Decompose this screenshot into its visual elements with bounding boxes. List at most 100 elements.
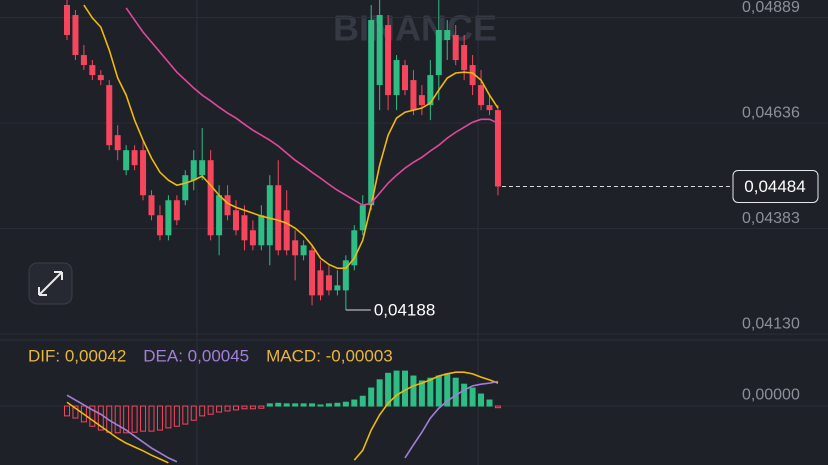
candle-body xyxy=(368,20,375,206)
macd-bar xyxy=(435,375,442,407)
macd-bar xyxy=(325,403,332,407)
candle-body xyxy=(64,5,70,36)
dif-line xyxy=(353,371,499,461)
candle-body xyxy=(72,15,79,56)
candle-body xyxy=(80,55,87,66)
candle-body xyxy=(452,35,459,61)
candle-body xyxy=(131,150,138,166)
candle-body xyxy=(469,65,476,86)
macd-bar xyxy=(469,387,476,407)
macd-bar xyxy=(393,370,400,407)
macd-bar xyxy=(376,379,383,407)
macd-bar xyxy=(300,403,307,407)
macd-bar xyxy=(80,405,87,423)
candle-body xyxy=(309,250,316,296)
macd-legend: DIF: 0,00042 xyxy=(28,346,126,365)
macd-bar xyxy=(351,399,358,407)
y-tick-label: 0,04130 xyxy=(742,315,800,332)
candle-body xyxy=(385,25,392,96)
candle-body xyxy=(351,230,358,266)
macd-bar xyxy=(182,405,189,425)
dea-line xyxy=(404,380,499,459)
macd-bar xyxy=(224,405,231,412)
candle-body xyxy=(165,200,172,236)
macd-bar xyxy=(190,405,197,421)
candle-body xyxy=(207,160,214,236)
macd-bar xyxy=(140,405,147,432)
candle-body xyxy=(418,95,425,106)
macd-bar xyxy=(427,377,434,407)
candle-body xyxy=(478,85,485,106)
macd-bar xyxy=(156,405,163,431)
candle-body xyxy=(325,275,332,291)
macd-bar xyxy=(478,393,485,407)
macd-bar xyxy=(148,405,155,432)
macd-legend: DEA: 0,00045 xyxy=(143,346,249,365)
candle-body xyxy=(216,195,223,236)
candle-body xyxy=(258,215,265,246)
candle-body xyxy=(97,75,104,81)
candle-body xyxy=(342,260,349,291)
last-price-box xyxy=(732,169,819,203)
candle-body xyxy=(300,245,307,256)
candle-body xyxy=(410,80,417,111)
candle-body xyxy=(140,150,147,196)
candle-body xyxy=(123,150,130,171)
macd-bar xyxy=(97,405,104,431)
macd-bar xyxy=(418,380,425,407)
expand-icon[interactable] xyxy=(38,271,63,296)
candle-body xyxy=(233,210,239,231)
macd-bar xyxy=(452,377,459,407)
candle-body xyxy=(486,105,493,111)
macd-bar xyxy=(207,405,214,415)
macd-bar xyxy=(494,405,501,409)
macd-bar xyxy=(241,405,248,410)
macd-bar xyxy=(385,372,392,407)
candle-body xyxy=(494,110,501,187)
candle-body xyxy=(173,200,180,221)
macd-bar xyxy=(114,405,121,434)
macd-bar xyxy=(131,405,138,433)
candle-body xyxy=(292,240,299,256)
macd-bar xyxy=(292,403,299,407)
dif-line xyxy=(66,401,169,464)
macd-bar xyxy=(410,375,417,407)
macd-bar xyxy=(258,405,265,409)
macd-bar xyxy=(283,403,290,407)
expand-button[interactable] xyxy=(28,262,73,305)
candle-body xyxy=(317,270,324,296)
y-tick-label: 0,04383 xyxy=(742,210,800,227)
candle-body xyxy=(156,215,163,236)
candle-body xyxy=(376,15,383,86)
candle-body xyxy=(461,45,468,71)
candle-body xyxy=(148,195,155,216)
candle-body xyxy=(444,30,451,41)
candle-body xyxy=(190,160,197,181)
macd-bar xyxy=(368,387,375,407)
macd-tick-label: 0,00000 xyxy=(742,386,800,403)
candle-body xyxy=(266,185,273,246)
candle-body xyxy=(224,195,231,216)
candle-body xyxy=(275,185,282,251)
candle-body xyxy=(427,75,434,106)
candle-body xyxy=(402,65,408,91)
macd-bar xyxy=(334,402,341,407)
candle-body xyxy=(114,135,121,151)
macd-bar xyxy=(317,404,324,407)
macd-bar xyxy=(249,405,256,410)
macd-bar xyxy=(173,405,180,427)
macd-bar xyxy=(89,405,96,427)
y-tick-label: 0,04889 xyxy=(742,0,800,16)
macd-bar xyxy=(233,405,239,411)
macd-bar xyxy=(486,399,493,407)
macd-bar xyxy=(216,405,223,413)
candle-body xyxy=(106,85,113,146)
macd-bar xyxy=(359,395,366,407)
macd-bar xyxy=(123,405,130,434)
macd-bar xyxy=(275,402,282,407)
macd-bar xyxy=(165,405,172,429)
candle-body xyxy=(393,60,400,96)
low-marker-label: 0,04188 xyxy=(374,300,435,319)
macd-bar xyxy=(461,383,468,407)
